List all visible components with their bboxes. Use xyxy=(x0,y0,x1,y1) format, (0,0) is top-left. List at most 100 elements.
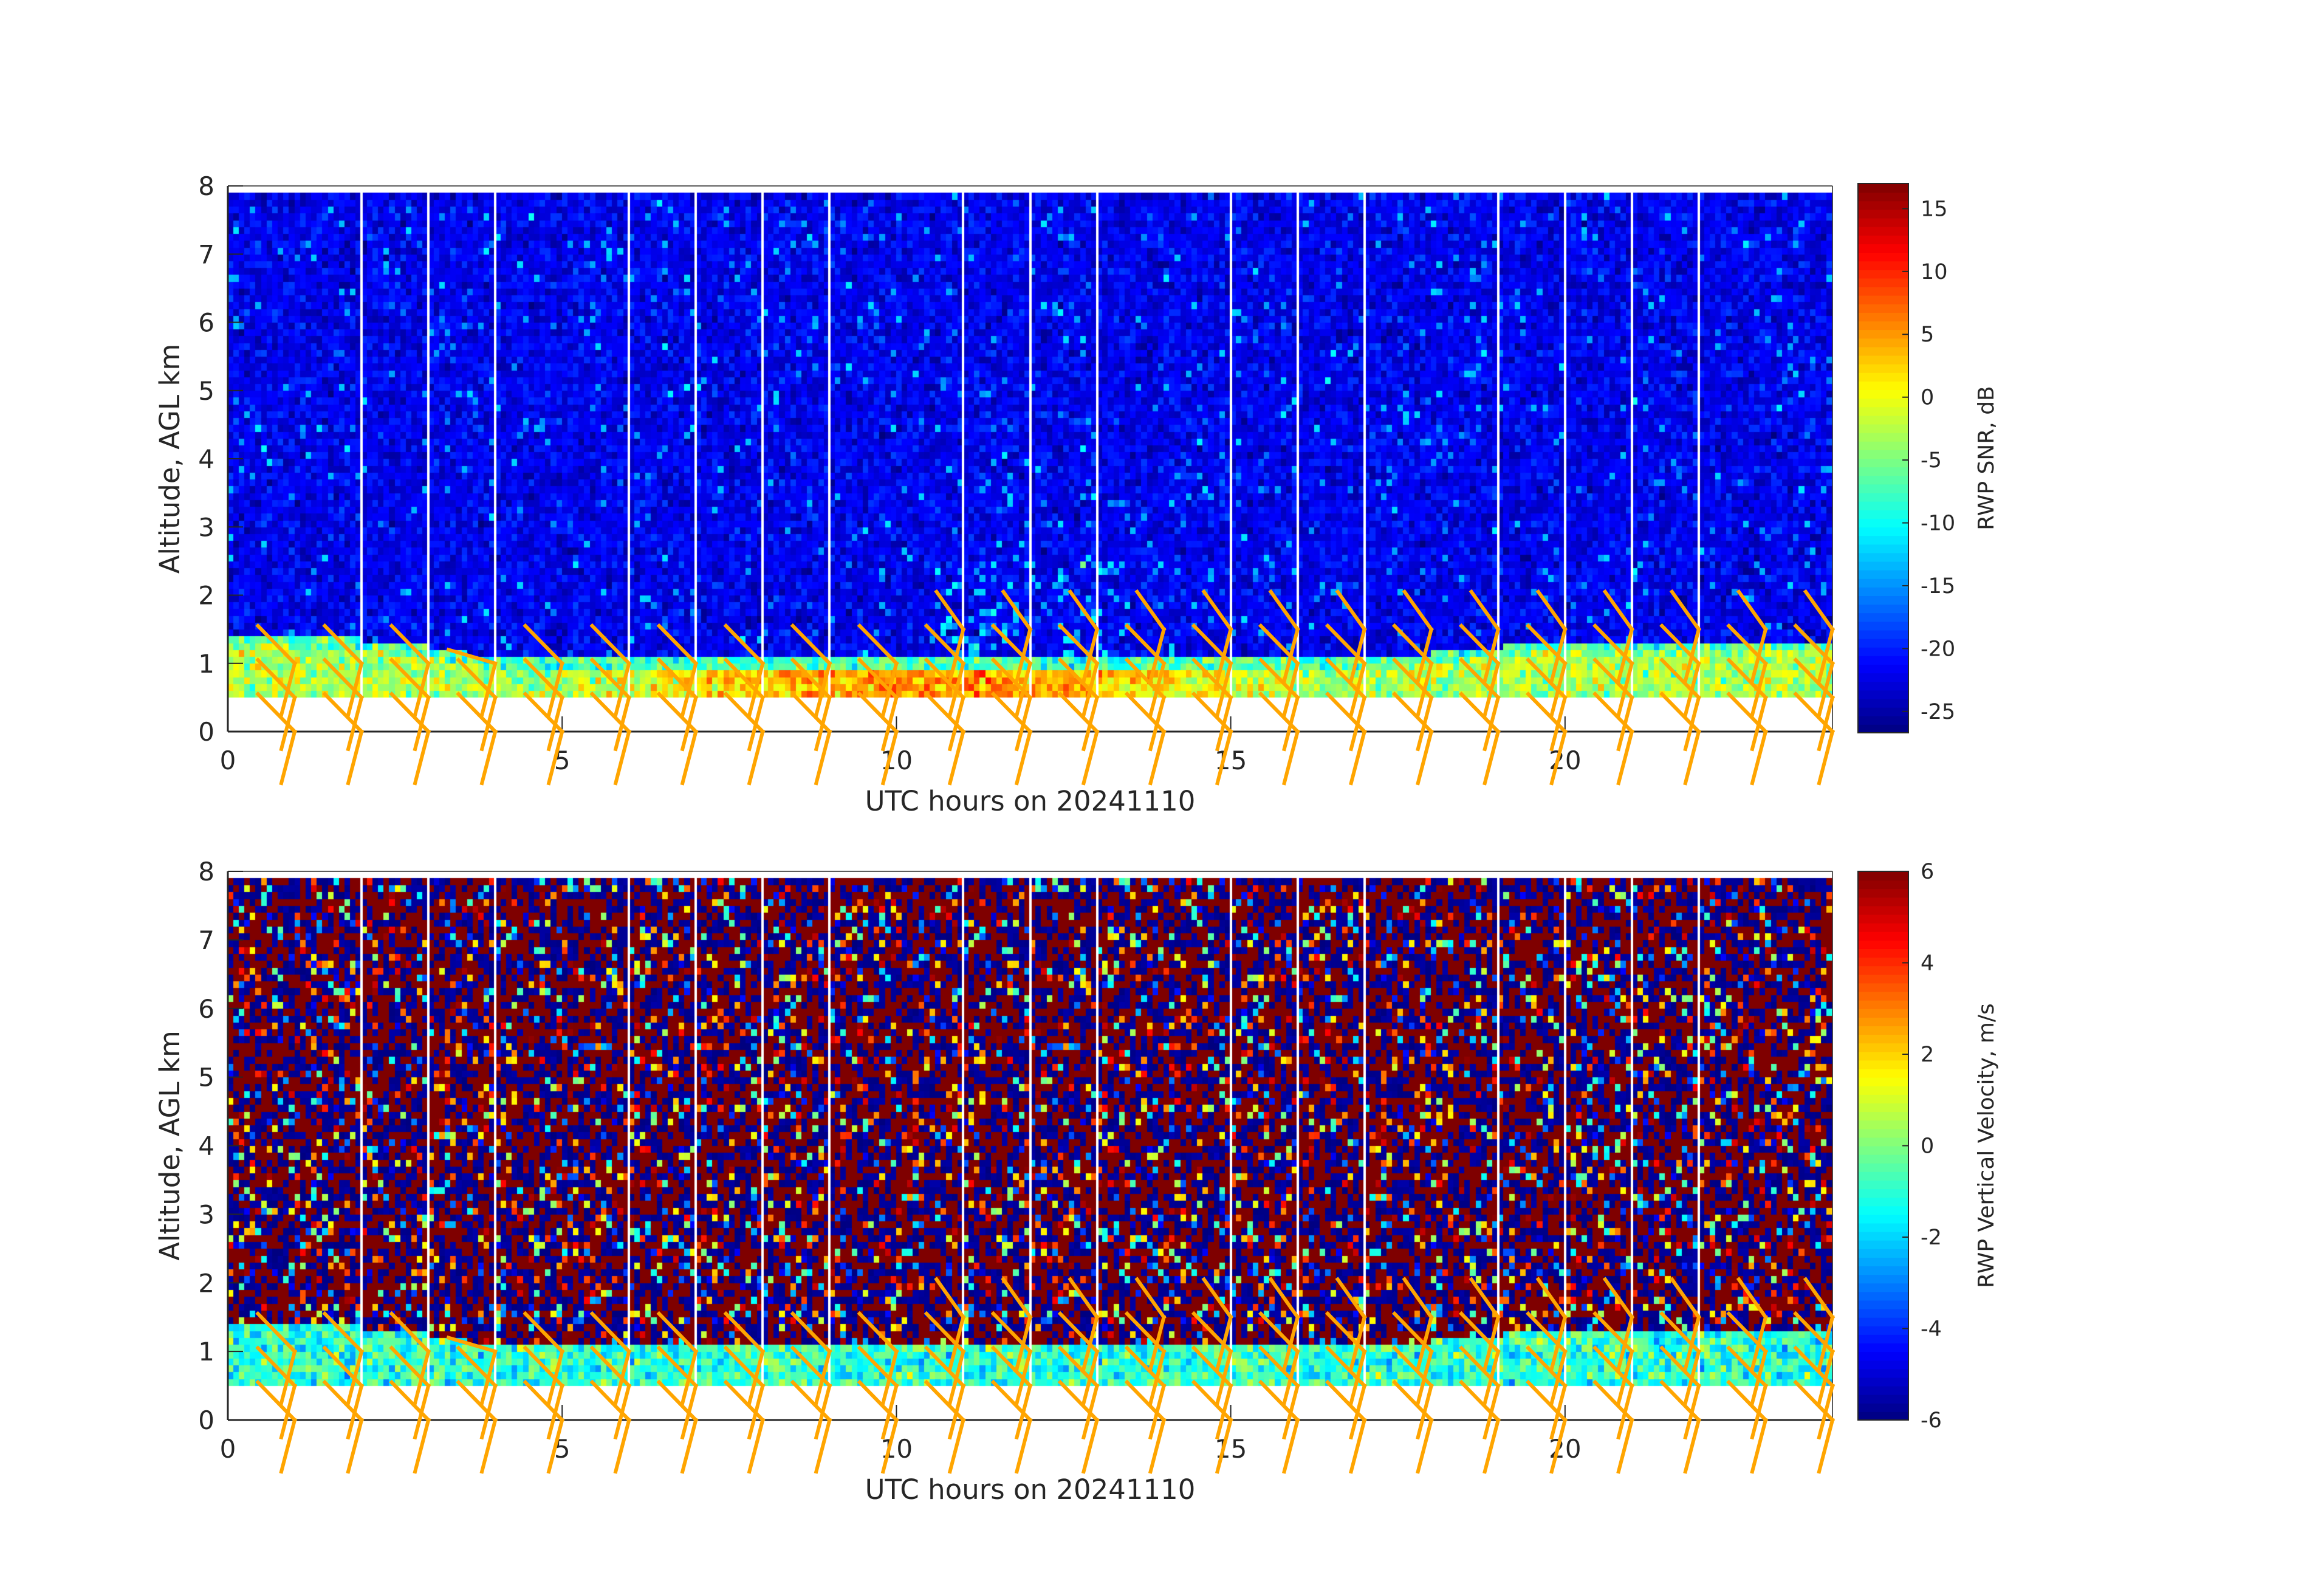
wind-barb-feather xyxy=(947,1383,966,1440)
wind-barb-staff xyxy=(1669,589,1702,632)
wind-barb-feather xyxy=(1616,626,1634,684)
wind-barb-feather xyxy=(1215,1418,1233,1474)
colorbar-segment xyxy=(1858,1085,1908,1095)
wind-barb xyxy=(389,691,431,786)
wind-barb-feather xyxy=(814,695,832,752)
colorbar-tick-label: 4 xyxy=(1921,952,1934,976)
colorbar-segment xyxy=(1858,948,1908,958)
wind-barb xyxy=(1793,657,1836,752)
wind-barb xyxy=(1602,1277,1635,1371)
wind-barb xyxy=(924,1345,966,1440)
wind-barb xyxy=(523,623,565,718)
colorbar-segment xyxy=(1858,184,1908,193)
x-tick-label: 0 xyxy=(220,746,236,775)
colorbar-segment xyxy=(1858,647,1908,656)
wind-barb-staff xyxy=(723,1311,766,1354)
wind-barb-staff xyxy=(389,1311,431,1354)
colorbar-tick-label: -5 xyxy=(1921,448,1942,473)
wind-barb-feather xyxy=(1081,1383,1100,1440)
y-tick-label: 8 xyxy=(198,857,214,887)
wind-barb xyxy=(924,691,966,786)
x-tick-label: 0 xyxy=(220,1434,236,1464)
wind-barb-feather xyxy=(1549,695,1568,752)
colorbar-segment xyxy=(1858,406,1908,416)
wind-barb xyxy=(1201,1277,1233,1371)
colorbar-segment xyxy=(1858,880,1908,890)
wind-barb-feather xyxy=(680,1349,698,1405)
wind-barb xyxy=(857,623,899,718)
colorbar-segment xyxy=(1858,1274,1908,1284)
wind-barb-feather xyxy=(479,1383,498,1440)
wind-barb-staff xyxy=(1736,1277,1769,1320)
wind-barb xyxy=(1726,691,1769,786)
wind-barb xyxy=(1001,1277,1033,1371)
wind-barb-staff xyxy=(589,623,632,666)
wind-barb xyxy=(1057,1345,1100,1440)
colorbar-segment xyxy=(1858,1283,1908,1292)
colorbar-label: RWP SNR, dB xyxy=(1974,386,1999,530)
colorbar-segment xyxy=(1858,715,1908,725)
wind-barb xyxy=(446,1335,498,1405)
colorbar-segment xyxy=(1858,673,1908,682)
wind-barbs xyxy=(255,1277,1836,1474)
wind-barb-feather xyxy=(1750,626,1768,684)
colorbar-segment xyxy=(1858,724,1908,733)
colorbar-tick-label: 2 xyxy=(1921,1043,1934,1067)
wind-barb-feather xyxy=(1215,729,1233,786)
wind-barb xyxy=(1535,1277,1568,1371)
colorbar-segment xyxy=(1858,931,1908,941)
colorbar-segment xyxy=(1858,243,1908,253)
colorbar-segment xyxy=(1858,415,1908,425)
colorbar-segment xyxy=(1858,286,1908,296)
colorbar-segment xyxy=(1858,372,1908,382)
wind-barb-feather xyxy=(1482,1383,1501,1440)
colorbar-segment xyxy=(1858,621,1908,631)
colorbar-tick-label: -15 xyxy=(1921,574,1955,599)
wind-barb-feather xyxy=(747,1349,765,1405)
wind-barb-feather xyxy=(1683,626,1701,684)
wind-barb-feather xyxy=(680,729,698,786)
wind-barb-feather xyxy=(947,1418,966,1474)
wind-barb-feather xyxy=(1817,1383,1835,1440)
wind-barb-feather xyxy=(1081,1418,1100,1474)
colorbar-segment xyxy=(1858,690,1908,699)
y-tick-label: 3 xyxy=(198,512,214,542)
wind-barb-feather xyxy=(1549,626,1568,684)
colorbar-segment xyxy=(1858,871,1908,881)
wind-barb-feather xyxy=(1148,661,1167,718)
wind-barb-feather xyxy=(1482,626,1501,684)
colorbar-tick-label: -6 xyxy=(1921,1408,1942,1433)
wind-barb-feather xyxy=(1081,1349,1100,1405)
wind-barb-feather xyxy=(1282,1418,1300,1474)
wind-barb-feather xyxy=(1482,729,1501,786)
y-tick-label: 8 xyxy=(198,171,214,201)
wind-barb-feather xyxy=(1349,729,1367,786)
wind-barb xyxy=(589,1345,632,1440)
wind-barb xyxy=(1402,1277,1434,1371)
colorbar-segment xyxy=(1858,1351,1908,1361)
wind-barb xyxy=(1526,1345,1568,1440)
wind-barb xyxy=(990,1345,1033,1440)
wind-barb-feather xyxy=(1750,1315,1768,1371)
wind-barb-feather xyxy=(1081,1315,1100,1371)
wind-barb-feather xyxy=(413,1349,431,1405)
colorbar-segment xyxy=(1858,303,1908,313)
wind-barb xyxy=(1191,1345,1233,1440)
wind-barb xyxy=(1592,657,1635,752)
wind-barb-feather xyxy=(346,695,364,752)
wind-barb-staff xyxy=(446,1335,498,1354)
wind-barb-feather xyxy=(1014,1315,1033,1371)
wind-barb-feather xyxy=(680,695,698,752)
colorbar-segment xyxy=(1858,338,1908,348)
wind-barb xyxy=(322,657,365,752)
wind-barb-staff xyxy=(255,623,298,666)
wind-barb xyxy=(790,1379,832,1474)
colorbar-segment xyxy=(1858,218,1908,227)
wind-barb-feather xyxy=(947,695,966,752)
wind-barb xyxy=(1592,1345,1635,1440)
colorbar-segment xyxy=(1858,1317,1908,1326)
wind-barb-staff xyxy=(1268,589,1300,632)
wind-barb xyxy=(322,1311,365,1405)
wind-barb xyxy=(589,1311,632,1405)
